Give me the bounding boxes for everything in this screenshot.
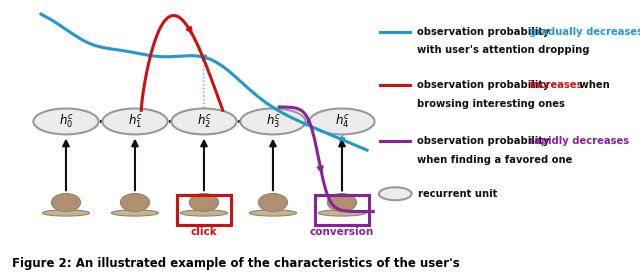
Circle shape	[379, 187, 412, 200]
Text: $h_0^c$: $h_0^c$	[58, 113, 74, 130]
Circle shape	[309, 109, 374, 134]
Text: click: click	[191, 227, 218, 237]
Circle shape	[102, 109, 168, 134]
Ellipse shape	[51, 194, 81, 211]
Text: with user's attention dropping: with user's attention dropping	[417, 45, 589, 55]
Circle shape	[33, 109, 99, 134]
Text: recurrent unit: recurrent unit	[419, 189, 498, 199]
Text: rapidly decreases: rapidly decreases	[529, 136, 629, 147]
Circle shape	[172, 109, 237, 134]
Text: $h_2^c$: $h_2^c$	[196, 113, 211, 130]
Ellipse shape	[111, 210, 159, 216]
Text: browsing interesting ones: browsing interesting ones	[417, 99, 565, 109]
Ellipse shape	[259, 194, 287, 211]
Ellipse shape	[180, 210, 227, 216]
Text: when finding a favored one: when finding a favored one	[417, 155, 573, 165]
Text: observation probability: observation probability	[417, 27, 553, 37]
Circle shape	[241, 109, 305, 134]
Text: gradually decreases: gradually decreases	[529, 27, 640, 37]
Text: when: when	[576, 80, 610, 90]
Ellipse shape	[250, 210, 296, 216]
Text: $h_4^c$: $h_4^c$	[335, 113, 349, 130]
Ellipse shape	[120, 194, 150, 211]
Text: $h_3^c$: $h_3^c$	[266, 113, 280, 130]
Text: observation probability: observation probability	[417, 80, 553, 90]
Text: increases: increases	[529, 80, 582, 90]
Ellipse shape	[189, 194, 218, 211]
Ellipse shape	[319, 210, 365, 216]
Text: $h_1^c$: $h_1^c$	[127, 113, 143, 130]
Text: Figure 2: An illustrated example of the characteristics of the user's: Figure 2: An illustrated example of the …	[12, 257, 460, 270]
Ellipse shape	[42, 210, 90, 216]
Text: conversion: conversion	[310, 227, 374, 237]
Ellipse shape	[328, 194, 356, 211]
Text: observation probability: observation probability	[417, 136, 553, 147]
